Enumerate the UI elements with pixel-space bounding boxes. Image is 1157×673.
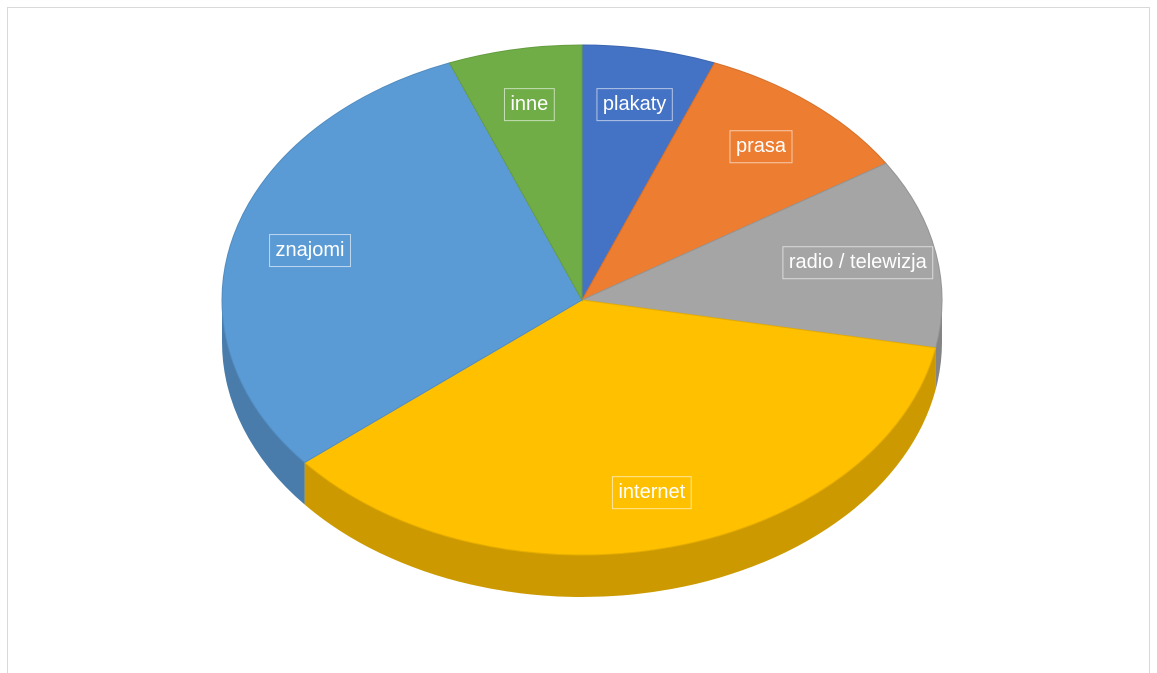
label-box [269, 234, 351, 268]
slice-side [935, 300, 942, 390]
slice-side [222, 300, 305, 505]
pie-sides [222, 300, 942, 598]
slice [580, 62, 887, 302]
data-label: internet [618, 481, 685, 503]
slice [303, 299, 937, 556]
slice [580, 162, 943, 349]
label-box [611, 476, 692, 510]
slice-side [304, 347, 936, 598]
label-box [729, 130, 793, 164]
data-label: inne [510, 93, 548, 115]
label-box [503, 88, 555, 122]
slice [221, 62, 583, 464]
label-box [782, 246, 934, 280]
data-label: radio / telewizja [789, 251, 928, 273]
label-box [596, 88, 673, 122]
pie-labels: plakaty prasa radio / telewizja internet zna… [269, 88, 934, 510]
data-label: prasa [736, 135, 787, 157]
data-label: znajomi [276, 239, 345, 261]
data-label: plakaty [603, 93, 666, 115]
pie-tops [221, 44, 943, 556]
